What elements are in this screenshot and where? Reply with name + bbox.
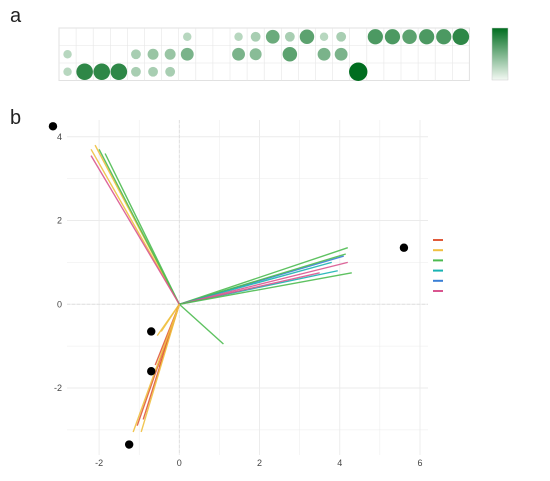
biplot-panel: -2 0 2 4 6 -2 0 2 4	[48, 120, 443, 468]
loading-vector	[90, 155, 180, 305]
x-tick-label: 2	[257, 458, 262, 468]
heatmap-cell	[282, 47, 298, 62]
heatmap-cell	[63, 50, 72, 59]
loading-vector	[178, 303, 224, 345]
sample-point	[48, 122, 58, 131]
sample-point	[124, 440, 134, 449]
sample-point	[147, 367, 156, 376]
sample-point	[399, 243, 409, 252]
heatmap-cell	[234, 32, 243, 41]
heatmap-colorbar	[491, 27, 509, 81]
heatmap-cell	[232, 47, 245, 61]
heatmap-cell	[131, 66, 141, 77]
heatmap-cell	[76, 63, 93, 81]
x-tick-label: 0	[177, 458, 182, 468]
heatmap-cell	[419, 29, 435, 45]
y-tick-label: 4	[57, 132, 62, 142]
heatmap-cell	[265, 29, 280, 44]
heatmap-cell	[319, 32, 329, 41]
heatmap-cell	[299, 29, 315, 44]
panel-a-label: a	[10, 5, 22, 27]
heatmap-cell	[402, 29, 417, 44]
heatmap-panel	[58, 27, 509, 81]
loading-vector	[179, 247, 349, 305]
heatmap-cell	[131, 49, 141, 60]
y-tick-label: 2	[57, 216, 62, 226]
x-tick-label: 4	[337, 458, 342, 468]
heatmap-cell	[147, 48, 159, 60]
heatmap-cell	[250, 31, 261, 42]
loading-vector	[104, 153, 180, 305]
panel-b-label: b	[10, 107, 21, 129]
heatmap-cell	[336, 31, 347, 42]
heatmap-cell	[148, 66, 158, 77]
loading-vector	[140, 304, 180, 433]
loading-vector	[179, 272, 352, 305]
heatmap-cell	[249, 48, 262, 61]
x-tick-label: -2	[95, 458, 103, 468]
y-tick-label: -2	[54, 383, 62, 393]
heatmap-cell	[317, 47, 331, 61]
loading-vector	[179, 253, 346, 305]
heatmap-cell	[183, 32, 192, 41]
heatmap-cell	[284, 31, 295, 42]
heatmap-cell	[164, 48, 176, 60]
heatmap-cell	[367, 29, 383, 45]
loading-vector	[179, 272, 320, 305]
heatmap-cell	[334, 47, 348, 61]
x-tick-label: 6	[417, 458, 422, 468]
heatmap-cell	[384, 29, 401, 45]
heatmap-cell	[180, 47, 194, 61]
heatmap-cell	[436, 29, 452, 45]
heatmap-cell	[349, 62, 368, 81]
y-tick-label: 0	[57, 299, 62, 309]
sample-point	[147, 327, 156, 336]
heatmap-cell	[165, 66, 176, 77]
heatmap-cell	[93, 63, 111, 81]
loading-vector	[160, 303, 180, 332]
loading-vector	[132, 304, 180, 433]
heatmap-cell	[110, 63, 128, 81]
heatmap-cell	[452, 28, 470, 46]
heatmap-cell	[63, 67, 72, 76]
